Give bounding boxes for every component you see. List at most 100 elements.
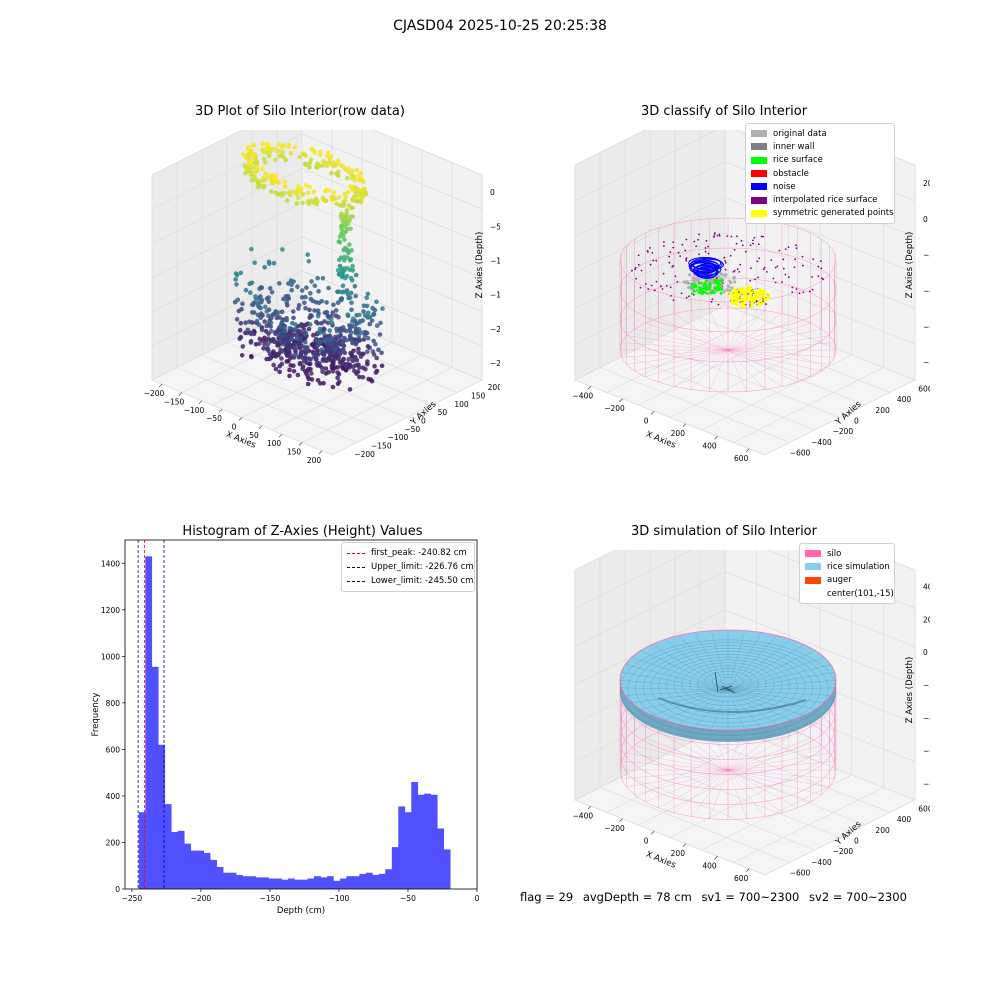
data-point [322, 358, 327, 363]
data-point [345, 189, 351, 195]
histogram-bar [443, 849, 451, 889]
data-point [243, 287, 249, 293]
interpolated-point [782, 258, 785, 261]
data-point [249, 246, 254, 252]
data-point [283, 339, 288, 344]
interpolated-point [698, 253, 700, 256]
x-tick-label: 600 [734, 874, 749, 883]
symmetric-point [763, 290, 767, 294]
data-point [324, 309, 330, 315]
silo-floor-line [727, 769, 835, 779]
interpolated-point [729, 254, 732, 257]
data-point [299, 288, 305, 293]
interpolated-point [795, 244, 797, 247]
silo-floor-line [727, 349, 811, 378]
histogram-bar [378, 873, 386, 889]
symmetric-point [752, 301, 756, 305]
data-point [265, 143, 271, 148]
data-point [281, 296, 286, 302]
data-point [284, 332, 290, 337]
x-tick-label: 100 [267, 439, 282, 448]
data-point [315, 330, 321, 335]
interpolated-point [672, 246, 675, 249]
data-point [364, 295, 369, 301]
data-point [256, 322, 262, 327]
data-point [332, 357, 337, 362]
interpolated-point [822, 278, 824, 281]
sv2-text: sv2 = 700~2300 [809, 890, 907, 904]
data-point [265, 342, 271, 347]
data-point [272, 175, 278, 181]
data-point [341, 347, 346, 352]
interpolated-point [669, 286, 672, 289]
data-point [284, 359, 289, 364]
data-point [237, 327, 243, 333]
x-tick-label: 0 [644, 416, 649, 425]
symmetric-point-edge [732, 292, 734, 294]
data-point [329, 363, 335, 368]
x-tick [238, 417, 243, 421]
data-point [296, 303, 302, 308]
silo-floor-line [727, 731, 798, 771]
data-point [307, 322, 313, 327]
data-point [349, 300, 354, 305]
z-tick-label: −200 [923, 251, 930, 260]
data-point [343, 367, 349, 373]
data-point [370, 305, 375, 311]
data-point [300, 200, 305, 206]
silo-floor-line [626, 335, 729, 351]
data-point [338, 297, 344, 303]
legend-label: inner wall [773, 141, 815, 152]
data-point [294, 336, 300, 341]
avg-depth-text: avgDepth = 78 cm [582, 890, 692, 904]
silo-floor-line [727, 322, 811, 351]
data-point [332, 190, 337, 195]
y-tick-label: −150 [371, 442, 392, 451]
data-point [248, 170, 253, 175]
x-tick-label: −100 [184, 406, 205, 415]
data-point [345, 175, 350, 181]
histogram-bar [138, 812, 146, 889]
silo-floor-line [621, 342, 729, 351]
interpolated-point [681, 243, 684, 246]
interpolated-point [669, 251, 672, 254]
flag-text: flag = 29 [520, 890, 574, 904]
symmetric-point-edge [752, 290, 754, 292]
x-tick [682, 843, 687, 847]
legend-item: center(101,-15) [805, 587, 894, 600]
rice-mesh-spoke [727, 689, 746, 730]
data-point [306, 356, 312, 361]
data-point [300, 191, 306, 197]
data-point [289, 287, 294, 293]
symmetric-point-edge [752, 288, 754, 290]
x-tick [587, 806, 592, 810]
data-point [303, 350, 309, 355]
interpolated-point [730, 235, 733, 238]
z-tick-label: 0 [923, 215, 928, 224]
interpolated-point [668, 261, 671, 264]
data-point [279, 361, 285, 367]
data-point [308, 361, 313, 367]
data-point [349, 352, 355, 357]
rice-mesh-spoke [727, 689, 825, 703]
rice-surface-point [694, 285, 698, 289]
data-point [262, 319, 267, 324]
interpolated-point [665, 285, 668, 287]
interpolated-point [770, 259, 773, 261]
data-point [284, 198, 290, 203]
data-point [309, 371, 314, 376]
plot-frame [124, 539, 478, 890]
data-point [245, 327, 251, 333]
data-point [309, 146, 314, 152]
y-tick-label: −400 [811, 858, 832, 867]
panel4-3d-simulation: −400−2000200400600−600−400−2000200400600… [573, 550, 930, 883]
interpolated-point [670, 295, 672, 297]
data-point [321, 331, 327, 336]
data-point [269, 289, 275, 295]
data-point [365, 291, 371, 297]
histogram-bar [197, 850, 204, 889]
data-point [355, 187, 361, 193]
histogram-bar [229, 872, 237, 889]
data-point [266, 174, 271, 179]
interpolated-point [650, 284, 653, 287]
